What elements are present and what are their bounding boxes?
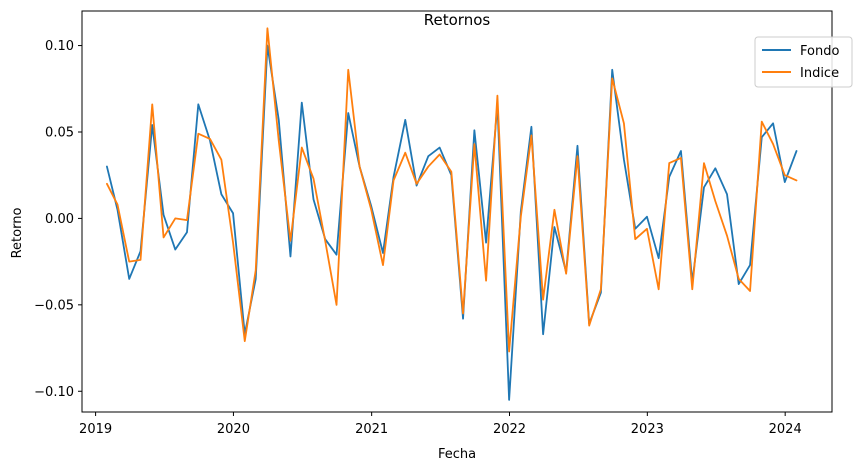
- y-tick-label: 0.10: [45, 39, 74, 54]
- legend-label-indice: Indice: [800, 66, 839, 81]
- x-tick-label: 2023: [631, 422, 664, 437]
- legend: Fondo Indice: [754, 36, 853, 88]
- series-line-indice: [106, 27, 798, 353]
- x-tick-label: 2019: [79, 422, 112, 437]
- x-axis-label: Fecha: [438, 447, 476, 462]
- x-tick-label: 2024: [769, 422, 802, 437]
- y-tick-label: 0.00: [45, 212, 74, 227]
- y-tick-label: −0.05: [34, 298, 74, 313]
- legend-label-fondo: Fondo: [800, 44, 839, 59]
- x-tick-label: 2021: [355, 422, 388, 437]
- y-axis: −0.10 −0.05 0.00 0.05 0.10: [34, 39, 82, 400]
- y-tick-label: −0.10: [34, 385, 74, 400]
- x-tick-label: 2022: [493, 422, 526, 437]
- series-lines: [106, 27, 798, 401]
- chart-title: Retornos: [424, 11, 491, 29]
- plot-area: [82, 11, 832, 412]
- y-tick-label: 0.05: [45, 125, 74, 140]
- y-axis-label: Retorno: [10, 208, 25, 259]
- x-tick-label: 2020: [217, 422, 250, 437]
- plot-frame: [81, 10, 833, 413]
- x-axis: 2019 2020 2021 2022 2023 2024: [79, 412, 802, 437]
